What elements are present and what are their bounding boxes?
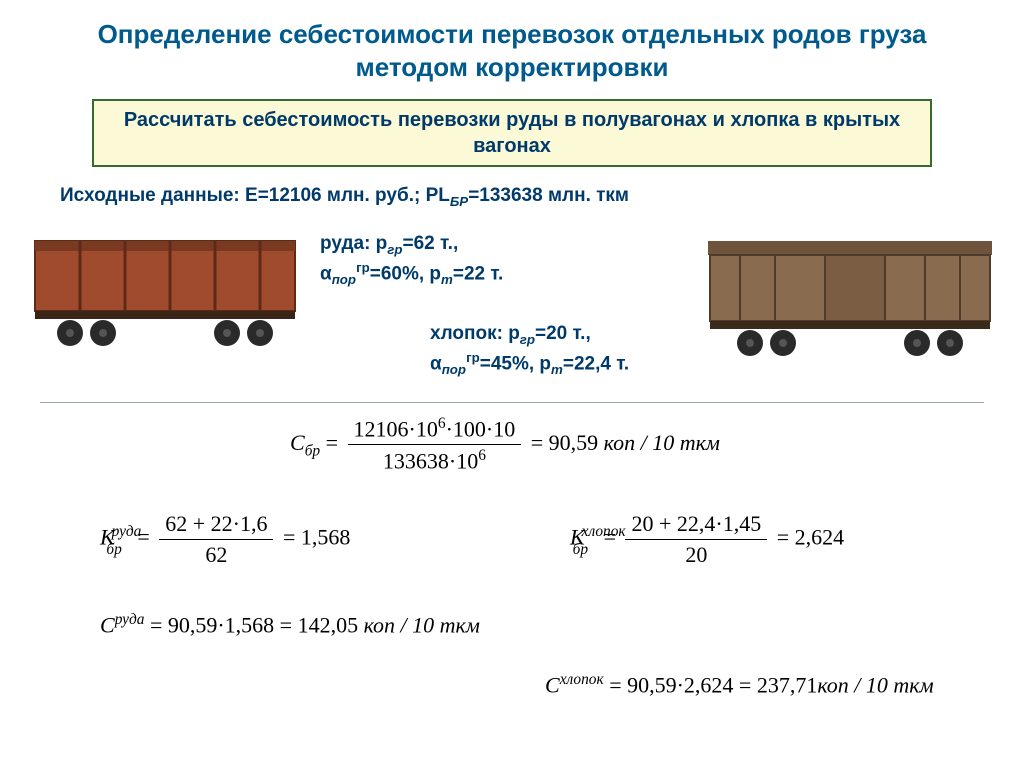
t: =22,4 т. bbox=[563, 353, 629, 374]
pl-pre: PL bbox=[426, 185, 450, 206]
ruda-params: руда: ргр=62 т., αпоргр=60%, рт=22 т. bbox=[320, 231, 503, 289]
t: = 1,568 bbox=[283, 524, 350, 549]
fraction: 20 + 22,4·1,45 20 bbox=[625, 511, 767, 568]
wagons-row: руда: ргр=62 т., αпоргр=60%, рт=22 т. хл… bbox=[0, 213, 1024, 398]
formula-k-ruda: Крудабр = 62 + 22·1,6 62 = 1,568 bbox=[100, 511, 350, 568]
pl-sub: БР bbox=[450, 194, 468, 209]
t: коп / 10 ткм bbox=[364, 612, 480, 637]
t: =60%, р bbox=[370, 263, 441, 284]
t: гр bbox=[520, 332, 535, 347]
fraction: 62 + 22·1,6 62 bbox=[159, 511, 273, 568]
t: коп / 10 ткм bbox=[604, 430, 720, 455]
slide-title: Определение себестоимости перевозок отде… bbox=[0, 0, 1024, 93]
fraction: 12106·106·100·10 133638·106 bbox=[348, 415, 522, 475]
t: хлопок bbox=[582, 523, 626, 540]
initial-pl: PLБР=133638 млн. ткм bbox=[426, 185, 629, 206]
t: 20 + 22,4·1,45 bbox=[625, 511, 767, 539]
t: С bbox=[545, 672, 560, 697]
initial-data: Исходные данные: Е=12106 млн. руб.; PLБР… bbox=[0, 181, 1024, 211]
t: =22 т. bbox=[453, 263, 503, 284]
t: α bbox=[320, 263, 332, 284]
t: = 90,59·1,568 = 142,05 bbox=[150, 612, 364, 637]
formula-c-ruda: Сруда = 90,59·1,568 = 142,05 коп / 10 тк… bbox=[100, 611, 480, 638]
t: пор bbox=[332, 272, 356, 287]
t: коп / 10 ткм bbox=[817, 672, 933, 697]
formula-area: Сбр = 12106·106·100·10 133638·106 = 90,5… bbox=[0, 403, 1024, 723]
formula-k-cotton: Кхлопокбр = 20 + 22,4·1,45 20 = 2,624 bbox=[570, 511, 844, 568]
t: 62 bbox=[159, 539, 273, 568]
t: пор bbox=[442, 362, 466, 377]
formula-cbr: Сбр = 12106·106·100·10 133638·106 = 90,5… bbox=[290, 415, 720, 475]
t: т bbox=[551, 362, 563, 377]
t: бр bbox=[305, 442, 320, 459]
t: =20 т., bbox=[535, 323, 591, 344]
t: гр bbox=[356, 260, 370, 275]
pl-post: =133638 млн. ткм bbox=[468, 185, 629, 206]
boxcar-wagon-image bbox=[700, 231, 1000, 361]
t: руда bbox=[115, 611, 145, 628]
initial-e: Е=12106 млн. руб.; bbox=[245, 185, 420, 206]
t: 12106·10 bbox=[354, 416, 438, 441]
t: С bbox=[100, 612, 115, 637]
t: С bbox=[290, 430, 305, 455]
t: 6 bbox=[478, 447, 486, 464]
t: 20 bbox=[625, 539, 767, 568]
t: бр bbox=[106, 541, 121, 558]
t: = 90,59 bbox=[531, 430, 604, 455]
t: т bbox=[441, 272, 453, 287]
gondola-wagon-image bbox=[25, 221, 305, 351]
t: бр bbox=[573, 541, 588, 558]
t: =62 т., bbox=[403, 233, 459, 254]
t: ·100·10 bbox=[446, 416, 516, 441]
t: руда bbox=[112, 523, 142, 540]
cotton-params: хлопок: ргр=20 т., αпоргр=45%, рт=22,4 т… bbox=[430, 321, 629, 379]
t: хлопок bbox=[560, 671, 604, 688]
t: гр bbox=[466, 350, 480, 365]
t: α bbox=[430, 353, 442, 374]
t: =45%, р bbox=[480, 353, 551, 374]
t: = 2,624 bbox=[777, 524, 844, 549]
t: руда: р bbox=[320, 233, 387, 254]
t: 62 + 22·1,6 bbox=[159, 511, 273, 539]
t: 6 bbox=[438, 415, 446, 432]
t: хлопок: р bbox=[430, 323, 520, 344]
t: гр bbox=[387, 242, 402, 257]
initial-label: Исходные данные: bbox=[60, 185, 240, 206]
t: 133638·10 bbox=[383, 448, 478, 473]
t: = bbox=[326, 430, 344, 455]
formula-c-cotton: Схлопок = 90,59·2,624 = 237,71коп / 10 т… bbox=[545, 671, 934, 698]
task-box: Рассчитать себестоимость перевозки руды … bbox=[92, 99, 932, 167]
t: = 90,59·2,624 = 237,71 bbox=[609, 672, 817, 697]
